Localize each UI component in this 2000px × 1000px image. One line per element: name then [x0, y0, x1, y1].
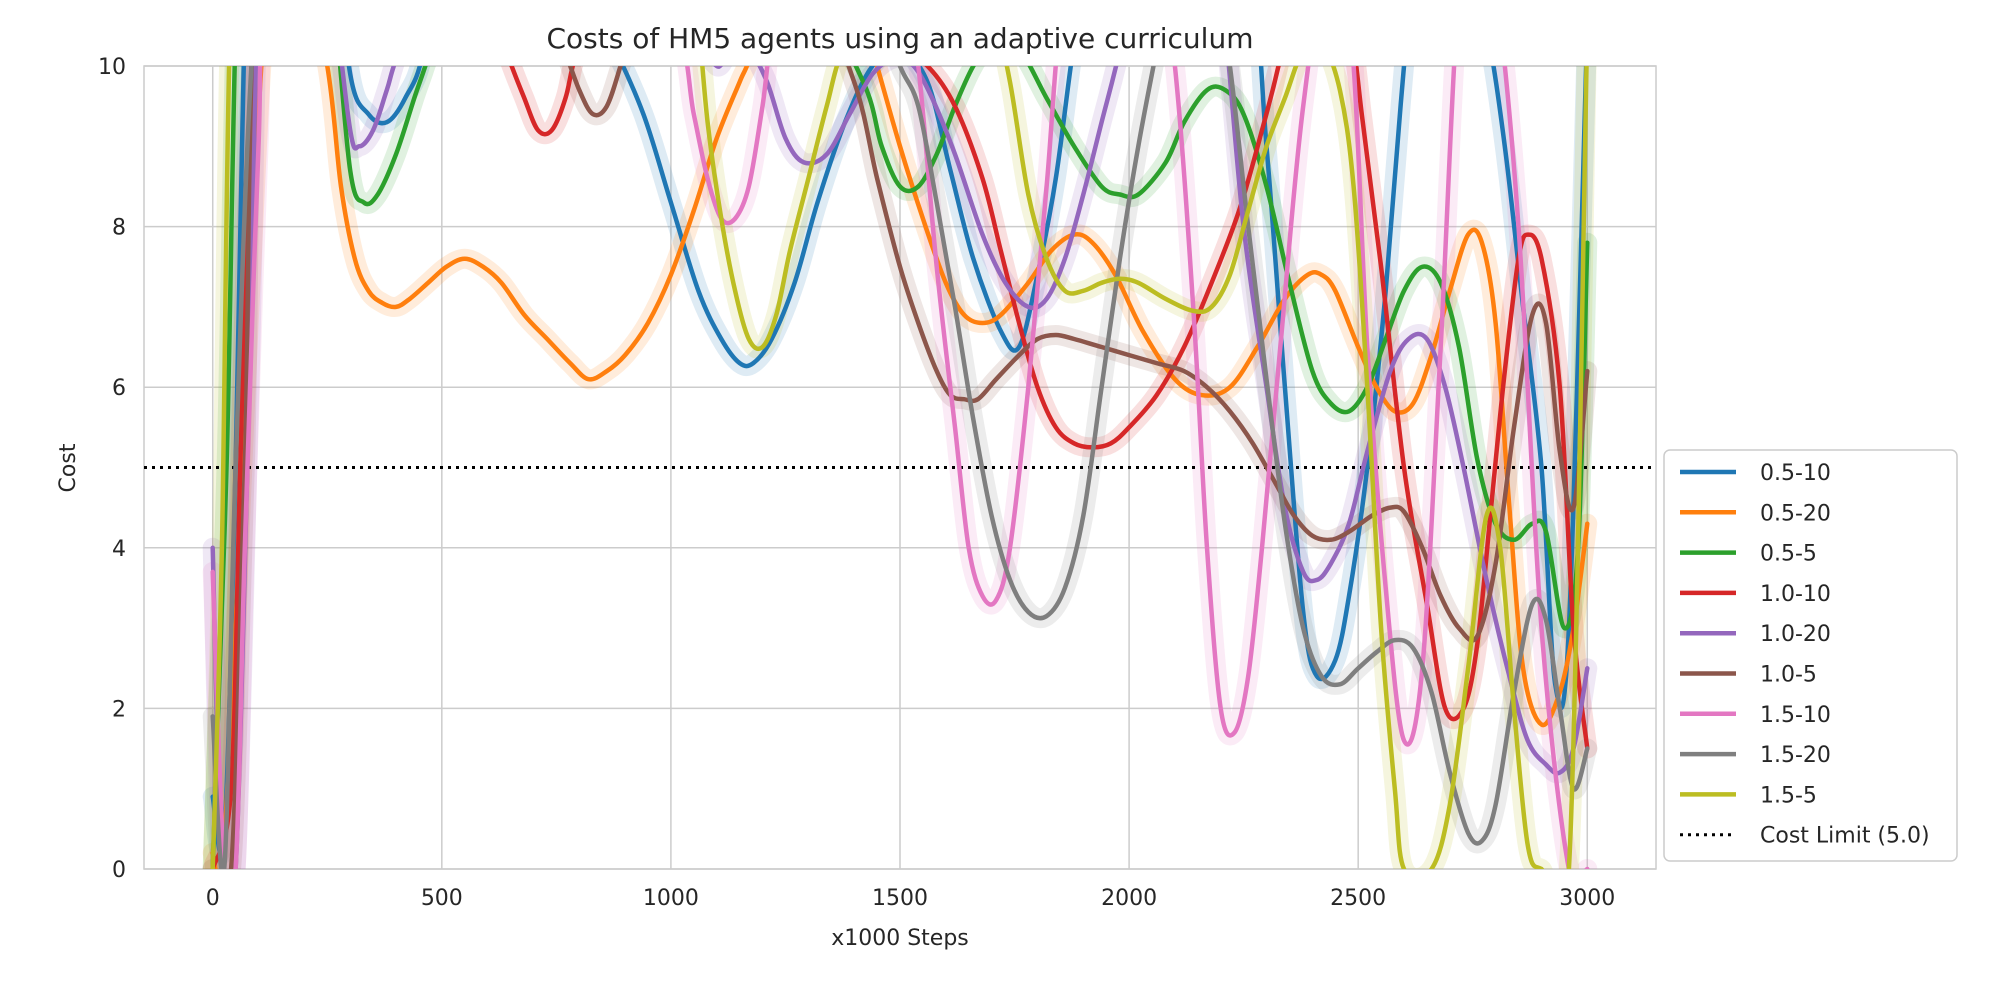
x-axis-label: x1000 Steps: [831, 926, 969, 951]
legend-item: 1.0-10: [1680, 582, 1831, 607]
y-axis-label: Cost: [56, 443, 81, 492]
y-tick-label: 10: [98, 55, 126, 80]
legend-items: 0.5-10 0.5-20 0.5-5 1.0-10 1.0-20 1.0-5 1.5-10…: [1680, 461, 1930, 849]
legend-item: 0.5-5: [1680, 542, 1817, 567]
legend-label: 0.5-5: [1760, 542, 1817, 567]
x-tick-label: 1000: [643, 886, 699, 911]
legend-label: 1.0-5: [1760, 663, 1817, 688]
legend-item: 1.0-20: [1680, 622, 1831, 647]
y-tick-label: 0: [112, 858, 126, 883]
series-line-0.5-20: [210, 66, 1590, 869]
series-line-1.0-5: [210, 66, 1590, 869]
legend-label: 0.5-10: [1760, 461, 1831, 486]
series-line-0.5-10: [210, 66, 1589, 858]
tick-labels: 0 500 1000 1500 2000 2500 3000 0 2 4 6 8 10: [98, 55, 1615, 911]
legend-label: Cost Limit (5.0): [1760, 824, 1930, 849]
x-tick-label: 2500: [1330, 886, 1386, 911]
series-line-1.0-20: [210, 66, 1590, 869]
y-tick-label: 6: [112, 376, 126, 401]
x-tick-label: 2000: [1101, 886, 1157, 911]
x-tick-label: 3000: [1559, 886, 1615, 911]
series-line-1.5-5: [210, 66, 1589, 869]
x-tick-label: 500: [421, 886, 463, 911]
series-line-1.0-10: [210, 66, 1590, 869]
y-tick-label: 4: [112, 537, 126, 562]
chart-title: Costs of HM5 agents using an adaptive cu…: [547, 22, 1254, 55]
legend-label: 1.5-10: [1760, 703, 1831, 728]
legend-label: 1.5-20: [1760, 743, 1831, 768]
legend-label: 1.5-5: [1760, 783, 1817, 808]
y-tick-label: 8: [112, 216, 126, 241]
legend-item: 0.5-10: [1680, 461, 1831, 486]
x-tick-label: 0: [206, 886, 220, 911]
legend-item: 1.5-10: [1680, 703, 1831, 728]
legend: 0.5-10 0.5-20 0.5-5 1.0-10 1.0-20 1.0-5 1.5-10…: [1663, 449, 1958, 862]
x-tick-label: 1500: [872, 886, 928, 911]
legend-item: 1.5-20: [1680, 743, 1831, 768]
legend-item: 0.5-20: [1680, 501, 1831, 526]
legend-item: Cost Limit (5.0): [1680, 824, 1930, 849]
legend-label: 1.0-10: [1760, 582, 1831, 607]
legend-item: 1.0-5: [1680, 663, 1817, 688]
y-tick-label: 2: [112, 697, 126, 722]
series-line-0.5-5: [210, 66, 1590, 869]
legend-box: [1663, 449, 1958, 862]
series-line-1.5-10: [210, 66, 1590, 869]
legend-item: 1.5-5: [1680, 783, 1817, 808]
series-lines: [210, 66, 1590, 869]
series-line-1.5-20: [210, 66, 1590, 869]
legend-label: 1.0-20: [1760, 622, 1831, 647]
legend-label: 0.5-20: [1760, 501, 1831, 526]
